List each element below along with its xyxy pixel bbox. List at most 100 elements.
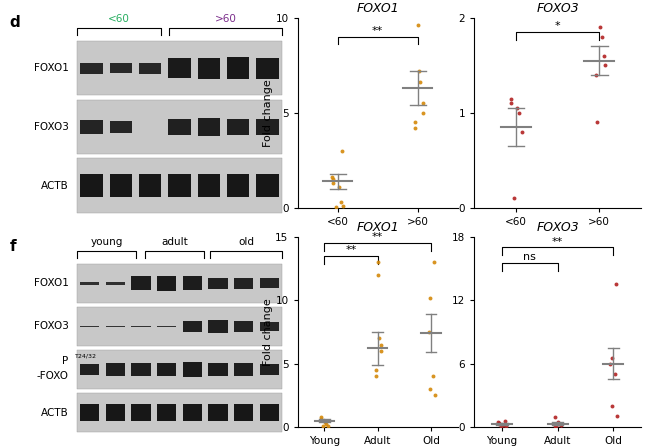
Y-axis label: Fold change: Fold change [263,79,273,147]
Point [556,422,566,429]
Bar [256,174,279,197]
Bar [77,393,282,432]
Point [494,420,504,427]
Point [517,128,527,135]
Bar [168,119,190,135]
Point [424,294,435,301]
Point [591,71,601,79]
Bar [80,174,103,197]
Bar [182,405,202,421]
Bar [131,363,151,376]
Text: FOXO3: FOXO3 [33,321,69,332]
Bar [105,282,125,285]
Point [513,110,524,117]
Text: ns: ns [523,253,536,262]
Bar [182,276,202,291]
Point [336,198,346,206]
Text: d: d [9,15,20,30]
Point [321,421,332,428]
Bar [182,362,202,377]
Point [501,422,511,430]
Text: **: ** [552,236,563,246]
Bar [131,405,151,421]
Point [430,392,440,399]
Bar [227,118,249,135]
Text: old: old [238,237,254,247]
Point [373,271,383,278]
Bar [139,174,162,197]
Bar [234,405,253,421]
Bar [110,121,132,133]
Point [554,420,564,427]
Point [427,373,438,380]
Point [599,52,610,59]
Text: *: * [555,21,560,31]
Text: >60: >60 [215,14,237,24]
Point [591,119,602,126]
Text: T24/32: T24/32 [75,354,97,358]
Bar [260,278,279,288]
Point [596,34,607,41]
Bar [80,326,99,327]
Bar [208,405,228,421]
Bar [227,174,249,197]
Bar [77,41,282,96]
Point [316,416,326,423]
Point [500,417,510,424]
Point [424,385,435,392]
Title: FOXO1: FOXO1 [356,221,399,234]
Point [323,422,334,429]
Title: FOXO1: FOXO1 [356,2,399,15]
Point [498,421,508,428]
Bar [198,58,220,79]
Point [551,423,561,430]
Bar [80,364,99,375]
Bar [208,363,228,376]
Bar [77,350,282,389]
Point [320,418,330,426]
Point [611,281,621,288]
Point [413,22,424,29]
Bar [105,326,125,327]
Point [556,421,566,428]
Text: ACTB: ACTB [41,408,69,417]
Text: **: ** [345,245,356,255]
Point [376,341,387,348]
Point [418,110,428,117]
Point [318,423,328,430]
Bar [256,58,279,79]
Point [605,360,615,367]
Bar [208,278,228,289]
Bar [260,364,279,375]
Bar [110,63,132,73]
Point [376,347,387,354]
Bar [227,57,249,80]
Bar [80,120,103,134]
Bar [105,405,125,421]
Point [410,124,421,131]
Text: f: f [9,239,16,254]
Text: FOXO1: FOXO1 [33,278,69,288]
Bar [157,405,177,421]
Point [553,419,563,426]
Bar [77,307,282,346]
Bar [168,174,190,197]
Point [509,195,519,202]
Point [595,24,606,31]
Bar [256,119,279,135]
Text: <60: <60 [108,14,130,24]
Point [331,203,341,211]
Bar [208,320,228,333]
Bar [139,63,162,74]
Point [327,174,337,181]
Text: adult: adult [161,237,188,247]
Point [413,67,424,75]
Point [337,148,347,155]
Bar [168,58,190,78]
Bar [131,276,151,291]
Bar [80,282,99,285]
Point [550,414,560,421]
Text: ACTB: ACTB [41,181,69,190]
Bar [131,325,151,327]
Bar [198,118,220,136]
